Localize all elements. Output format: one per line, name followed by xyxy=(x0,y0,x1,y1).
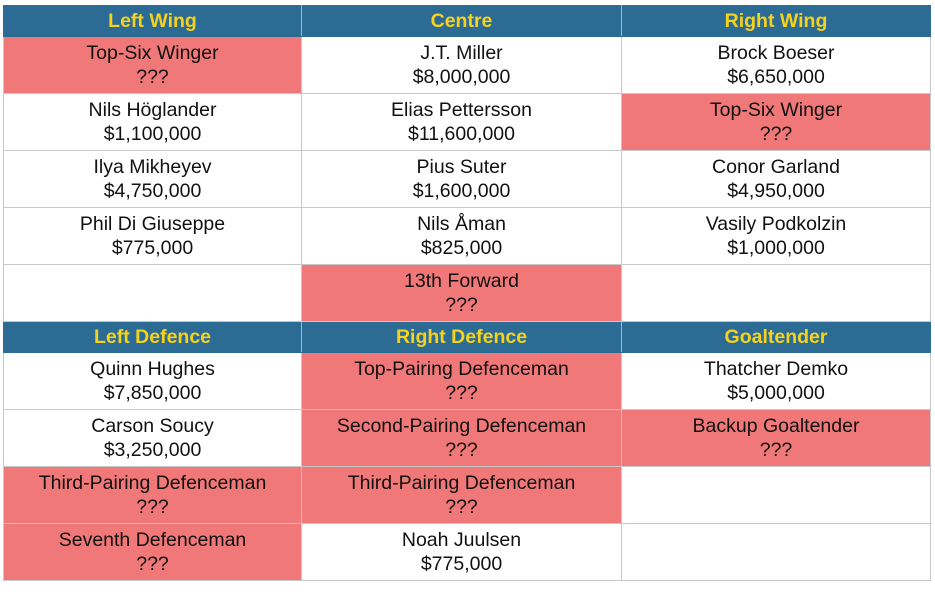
player-name: Conor Garland xyxy=(712,156,840,178)
player-salary: ??? xyxy=(136,553,169,575)
table-row: Ilya Mikheyev $4,750,000 Pius Suter $1,600,… xyxy=(3,150,931,208)
table-row: Quinn Hughes $7,850,000 Top-Pairing Defenc… xyxy=(3,352,931,410)
column-header-left-wing: Left Wing xyxy=(3,5,302,37)
table-row: Third-Pairing Defenceman??? Third-Pairing… xyxy=(3,466,931,524)
player-name: Phil Di Giuseppe xyxy=(79,213,226,235)
player-cell: Elias Pettersson $11,600,000 xyxy=(301,93,622,151)
player-salary: $1,000,000 xyxy=(727,237,825,259)
player-salary: ??? xyxy=(445,294,478,316)
player-name: Backup Goaltender xyxy=(692,415,860,437)
player-salary: $11,600,000 xyxy=(408,123,515,145)
player-name: Thatcher Demko xyxy=(703,358,849,380)
column-header-left-defence: Left Defence xyxy=(3,321,302,353)
player-name: Second-Pairing Defenceman xyxy=(336,415,587,437)
vacant-roster-slot: Backup Goaltender??? xyxy=(621,409,931,467)
empty-cell xyxy=(3,264,302,322)
vacant-roster-slot: Top-Six Winger??? xyxy=(3,36,302,94)
player-cell: Ilya Mikheyev $4,750,000 xyxy=(3,150,302,208)
player-salary: ??? xyxy=(759,123,793,145)
player-salary: ??? xyxy=(445,496,478,518)
vacant-roster-slot: Top-Six Winger??? xyxy=(621,93,931,151)
player-salary: $3,250,000 xyxy=(103,439,202,461)
vacant-roster-slot: Third-Pairing Defenceman??? xyxy=(301,466,622,524)
player-name: Third-Pairing Defenceman xyxy=(347,472,576,494)
player-cell: Nils Åman $825,000 xyxy=(301,207,622,265)
player-cell: Nils Höglander $1,100,000 xyxy=(3,93,302,151)
vacant-roster-slot: Second-Pairing Defenceman??? xyxy=(301,409,622,467)
player-name: J.T. Miller xyxy=(420,42,503,64)
player-name: Top-Six Winger xyxy=(709,99,843,121)
player-salary: $5,000,000 xyxy=(727,382,825,404)
player-cell: Noah Juulsen $775,000 xyxy=(301,523,622,581)
player-salary: $4,750,000 xyxy=(103,180,202,202)
player-name: Pius Suter xyxy=(416,156,507,178)
player-name: Seventh Defenceman xyxy=(58,529,247,551)
player-salary: ??? xyxy=(136,66,169,88)
player-salary: $4,950,000 xyxy=(727,180,825,202)
player-cell: Conor Garland $4,950,000 xyxy=(621,150,931,208)
table-row: Phil Di Giuseppe $775,000 Nils Åman $825,00… xyxy=(3,207,931,265)
player-salary: $1,100,000 xyxy=(103,123,202,145)
player-cell: Carson Soucy $3,250,000 xyxy=(3,409,302,467)
player-name: Ilya Mikheyev xyxy=(93,156,212,178)
table-row: Top-Six Winger??? J.T. Miller $8,000,000 Br… xyxy=(3,36,931,94)
player-salary: ??? xyxy=(445,439,478,461)
forwards-header-row: Left Wing Centre Right Wing xyxy=(3,5,931,37)
player-salary: $6,650,000 xyxy=(727,66,825,88)
player-salary: $775,000 xyxy=(420,553,503,575)
player-name: Noah Juulsen xyxy=(401,529,522,551)
empty-cell xyxy=(621,523,931,581)
table-row: Seventh Defenceman??? Noah Juulsen $775,00… xyxy=(3,523,931,581)
player-cell: Phil Di Giuseppe $775,000 xyxy=(3,207,302,265)
vacant-roster-slot: Third-Pairing Defenceman??? xyxy=(3,466,302,524)
player-name: Top-Pairing Defenceman xyxy=(354,358,569,380)
column-header-right-wing: Right Wing xyxy=(621,5,931,37)
empty-cell xyxy=(621,264,931,322)
player-name: 13th Forward xyxy=(404,270,519,292)
player-cell: Vasily Podkolzin $1,000,000 xyxy=(621,207,931,265)
player-salary: $775,000 xyxy=(111,237,194,259)
table-row: 13th Forward??? xyxy=(3,264,931,322)
lineup-chart: Left Wing Centre Right Wing Top-Six Winger?… xyxy=(3,5,931,581)
vacant-roster-slot: Top-Pairing Defenceman??? xyxy=(301,352,622,410)
player-name: Vasily Podkolzin xyxy=(705,213,847,235)
player-cell: Pius Suter $1,600,000 xyxy=(301,150,622,208)
player-name: Brock Boeser xyxy=(717,42,835,64)
player-cell: Thatcher Demko $5,000,000 xyxy=(621,352,931,410)
player-name: Carson Soucy xyxy=(91,415,214,437)
player-name: Quinn Hughes xyxy=(90,358,215,380)
defence-header-row: Left Defence Right Defence Goaltender xyxy=(3,321,931,353)
player-cell: J.T. Miller $8,000,000 xyxy=(301,36,622,94)
player-salary: $825,000 xyxy=(420,237,503,259)
player-name: Nils Höglander xyxy=(88,99,217,121)
player-cell: Quinn Hughes $7,850,000 xyxy=(3,352,302,410)
vacant-roster-slot: Seventh Defenceman??? xyxy=(3,523,302,581)
empty-cell xyxy=(621,466,931,524)
player-salary: ??? xyxy=(759,439,793,461)
column-header-right-defence: Right Defence xyxy=(301,321,622,353)
column-header-centre: Centre xyxy=(301,5,622,37)
player-name: Top-Six Winger xyxy=(86,42,219,64)
player-salary: $8,000,000 xyxy=(412,66,511,88)
table-row: Carson Soucy $3,250,000 Second-Pairing Def… xyxy=(3,409,931,467)
vacant-roster-slot: 13th Forward??? xyxy=(301,264,622,322)
player-name: Elias Pettersson xyxy=(391,99,532,121)
column-header-goaltender: Goaltender xyxy=(621,321,931,353)
player-name: Nils Åman xyxy=(417,213,506,235)
player-salary: $7,850,000 xyxy=(103,382,202,404)
player-cell: Brock Boeser $6,650,000 xyxy=(621,36,931,94)
table-row: Nils Höglander $1,100,000 Elias Pettersson… xyxy=(3,93,931,151)
depth-chart-table: Left Wing Centre Right Wing Top-Six Winger?… xyxy=(3,5,931,581)
player-salary: ??? xyxy=(136,496,169,518)
player-salary: $1,600,000 xyxy=(412,180,511,202)
player-salary: ??? xyxy=(445,382,478,404)
player-name: Third-Pairing Defenceman xyxy=(38,472,267,494)
